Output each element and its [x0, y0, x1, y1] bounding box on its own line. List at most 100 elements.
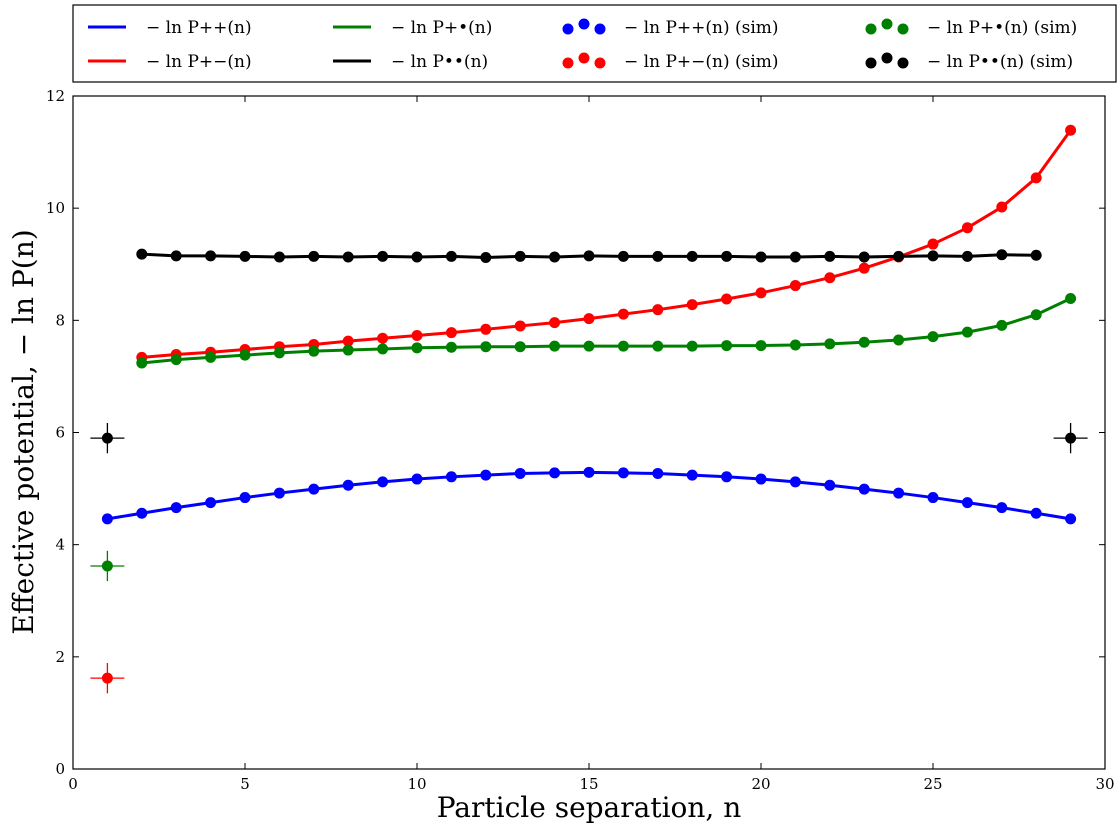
- data-point-pm: [446, 327, 457, 338]
- data-point-dd: [446, 251, 457, 262]
- legend-swatch-pp_sim: [595, 24, 606, 35]
- data-point-pp: [274, 488, 285, 499]
- data-point-dd: [412, 251, 423, 262]
- legend-label-pp_sim: − ln P++(n) (sim): [624, 18, 779, 38]
- data-point-dd: [962, 251, 973, 262]
- data-point-pd: [343, 345, 354, 356]
- data-point-pd: [136, 357, 147, 368]
- data-point-pd: [859, 337, 870, 348]
- data-point-pp: [308, 484, 319, 495]
- data-point-pm: [549, 317, 560, 328]
- data-point-dd: [1031, 250, 1042, 261]
- y-tick-label: 8: [55, 311, 65, 329]
- series-line-pp: [107, 472, 1070, 519]
- legend-label-dd_line: − ln P••(n): [391, 52, 488, 72]
- legend-swatch-pp_sim: [563, 24, 574, 35]
- x-tick-label: 20: [751, 775, 770, 793]
- legend-label-pm_sim: − ln P+−(n) (sim): [624, 52, 779, 72]
- data-point-pp: [859, 484, 870, 495]
- data-point-pd: [377, 343, 388, 354]
- data-point-pd: [205, 352, 216, 363]
- data-point-dd: [274, 251, 285, 262]
- data-point-pp: [824, 480, 835, 491]
- error-point-dd: [1065, 433, 1076, 444]
- y-tick-label: 12: [46, 87, 65, 105]
- data-point-dd: [205, 250, 216, 261]
- data-point-pm: [996, 202, 1007, 213]
- legend-swatch-pd_sim: [882, 19, 893, 30]
- data-point-pp: [996, 502, 1007, 513]
- data-point-pm: [412, 330, 423, 341]
- data-point-dd: [377, 251, 388, 262]
- x-tick-label: 25: [923, 775, 942, 793]
- x-axis-label: Particle separation, n: [437, 791, 742, 824]
- data-point-pm: [377, 333, 388, 344]
- data-point-pm: [480, 324, 491, 335]
- x-tick-label: 10: [407, 775, 426, 793]
- legend-swatch-pd_sim: [866, 24, 877, 35]
- data-point-pd: [446, 342, 457, 353]
- error-point-pd: [102, 560, 113, 571]
- data-point-pm: [1065, 125, 1076, 136]
- legend-swatch-dd_sim: [882, 53, 893, 64]
- data-point-dd: [240, 251, 251, 262]
- legend-swatch-pd_sim: [898, 24, 909, 35]
- data-point-pd: [171, 354, 182, 365]
- data-point-pp: [171, 502, 182, 513]
- data-point-pp: [377, 476, 388, 487]
- x-tick-label: 5: [240, 775, 250, 793]
- legend-swatch-dd_sim: [898, 58, 909, 69]
- data-point-pp: [136, 508, 147, 519]
- data-point-dd: [721, 251, 732, 262]
- y-tick-label: 2: [55, 648, 65, 666]
- data-point-pd: [996, 320, 1007, 331]
- data-point-pm: [756, 287, 767, 298]
- data-point-pp: [446, 471, 457, 482]
- data-point-dd: [584, 250, 595, 261]
- legend-label-pd_line: − ln P+•(n): [391, 18, 492, 38]
- data-point-pp: [240, 492, 251, 503]
- data-point-pd: [549, 341, 560, 352]
- legend-label-pm_line: − ln P+−(n): [146, 52, 252, 72]
- data-point-pd: [721, 340, 732, 351]
- data-point-pd: [308, 346, 319, 357]
- data-point-dd: [136, 249, 147, 260]
- legend: − ln P++(n) − ln P+•(n) − ln P++(n) (sim) −…: [73, 5, 1116, 82]
- data-point-pd: [928, 331, 939, 342]
- data-point-pp: [652, 468, 663, 479]
- data-point-pm: [859, 263, 870, 274]
- data-point-dd: [308, 251, 319, 262]
- data-point-pp: [893, 488, 904, 499]
- data-point-pd: [412, 342, 423, 353]
- data-point-dd: [549, 251, 560, 262]
- data-point-pp: [102, 513, 113, 524]
- data-point-pp: [721, 471, 732, 482]
- error-point-dd: [102, 433, 113, 444]
- data-point-pp: [549, 467, 560, 478]
- y-tick-label: 4: [55, 536, 65, 554]
- data-point-pm: [928, 239, 939, 250]
- data-point-pd: [515, 341, 526, 352]
- data-point-dd: [790, 251, 801, 262]
- data-point-pd: [652, 341, 663, 352]
- y-tick-label: 6: [55, 424, 65, 442]
- data-point-pp: [756, 474, 767, 485]
- data-point-pm: [652, 304, 663, 315]
- data-point-pm: [824, 272, 835, 283]
- data-point-pm: [618, 309, 629, 320]
- data-point-pm: [790, 280, 801, 291]
- data-point-pp: [584, 467, 595, 478]
- data-point-pp: [618, 467, 629, 478]
- error-point-pm: [102, 673, 113, 684]
- data-point-dd: [928, 250, 939, 261]
- data-point-pd: [756, 340, 767, 351]
- data-point-dd: [652, 251, 663, 262]
- data-point-dd: [480, 252, 491, 263]
- data-point-pd: [618, 341, 629, 352]
- legend-swatch-pm_sim: [579, 53, 590, 64]
- data-point-pp: [1031, 508, 1042, 519]
- y-axis-label: Effective potential, − ln P(n): [7, 229, 40, 634]
- plot-frame: [73, 96, 1105, 769]
- data-point-dd: [756, 251, 767, 262]
- data-point-dd: [824, 251, 835, 262]
